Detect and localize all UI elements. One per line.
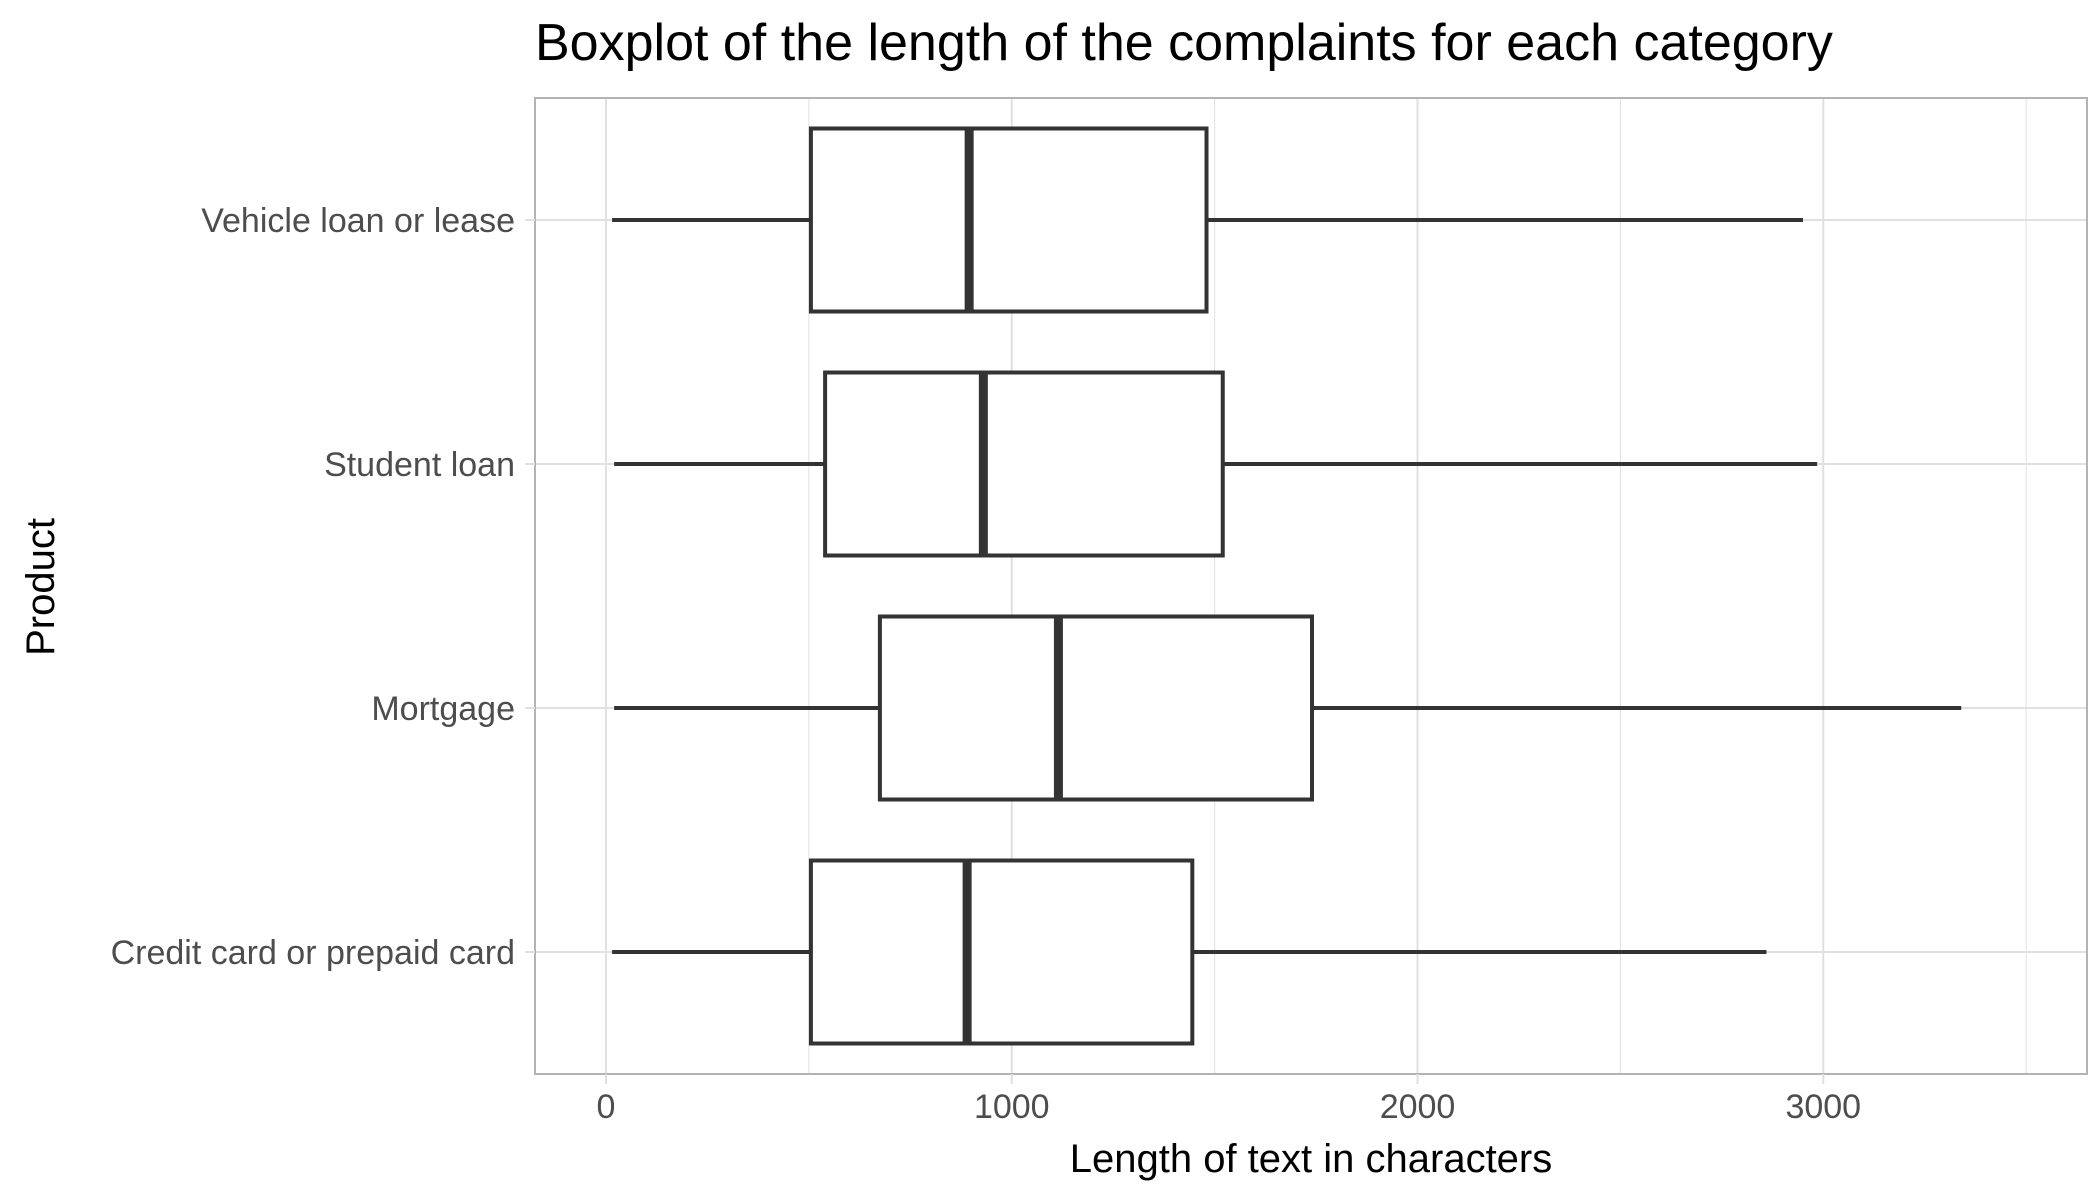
- boxplot-series: [612, 126, 1962, 1046]
- box-credit-card-or-prepaid-card: [612, 858, 1767, 1046]
- x-tick-label: 2000: [1380, 1088, 1456, 1126]
- x-axis-title: Length of text in characters: [1070, 1137, 1553, 1181]
- x-axis-ticks: 0 1000 2000 3000: [597, 1074, 1861, 1126]
- box-student-loan: [614, 370, 1818, 558]
- y-tick-label: Mortgage: [371, 690, 515, 728]
- y-axis-ticks: Credit card or prepaid card Mortgage Stude…: [111, 202, 535, 972]
- y-axis-title: Product: [19, 518, 63, 656]
- x-tick-label: 0: [597, 1088, 616, 1126]
- y-tick-label: Credit card or prepaid card: [111, 934, 515, 972]
- iqr-box: [877, 614, 1315, 802]
- y-tick-label: Student loan: [324, 446, 515, 484]
- x-tick-label: 3000: [1785, 1088, 1861, 1126]
- panel-border: [534, 97, 2088, 1075]
- chart-title: Boxplot of the length of the complaints …: [535, 14, 1833, 72]
- iqr-box: [808, 126, 1209, 314]
- x-tick-label: 1000: [974, 1088, 1050, 1126]
- y-tick-label: Vehicle loan or lease: [201, 202, 515, 240]
- box-vehicle-loan-or-lease: [612, 126, 1803, 314]
- box-mortgage: [614, 614, 1962, 802]
- iqr-box: [808, 858, 1195, 1046]
- iqr-box: [823, 370, 1225, 558]
- grid-lines: [535, 98, 2087, 1074]
